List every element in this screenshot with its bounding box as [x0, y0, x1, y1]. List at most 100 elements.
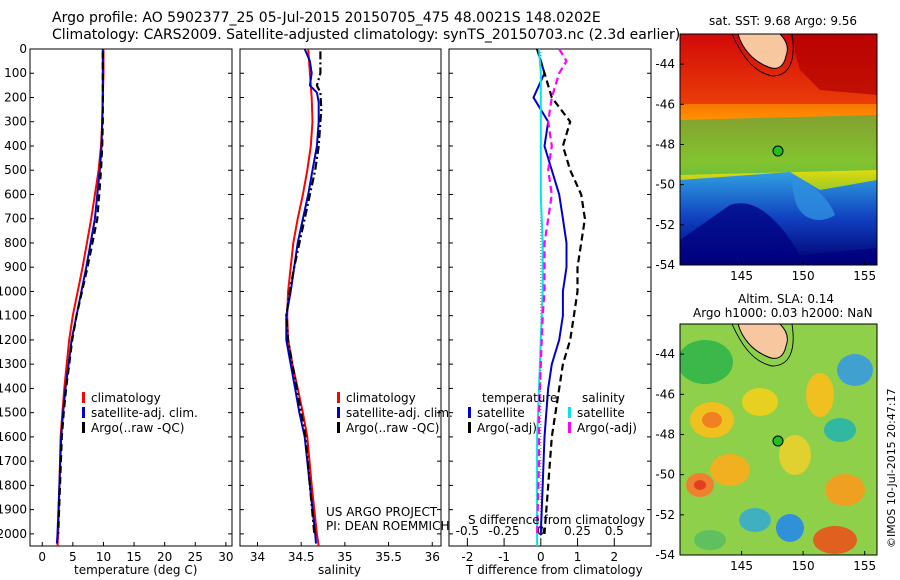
sst-xtick-label: 155	[853, 269, 876, 283]
sal-legend-label: satellite-adj. clim.	[346, 406, 453, 420]
sla-xtick-label: 145	[730, 559, 753, 573]
sla-ytick-label: -48	[655, 427, 675, 441]
temp-legend-item: satellite-adj. clim.	[82, 406, 198, 421]
sla-xtick-label: 155	[853, 559, 876, 573]
depth-tick-label: 2000	[0, 527, 27, 541]
temp-legend-item: Argo(..raw -QC)	[82, 421, 198, 436]
sla-ytick-label: -54	[655, 548, 675, 562]
temp-xtick-label: 25	[188, 550, 203, 564]
sla-map-title-line1: Altim. SLA: 0.14	[738, 292, 835, 306]
legend-swatch	[82, 422, 85, 433]
diff-top-tick-label: -0.25	[489, 524, 520, 538]
sla-xtick-label: 150	[792, 559, 815, 573]
depth-tick-label: 0	[19, 42, 27, 56]
temp-legend-label: satellite-adj. clim.	[91, 406, 198, 420]
sst-map-title: sat. SST: 9.68 Argo: 9.56	[709, 14, 858, 28]
sla-ytick-label: -50	[655, 468, 675, 482]
diff-legend-label: satellite	[577, 406, 625, 420]
sst-ytick-label: -54	[655, 258, 675, 272]
sal-legend-item: Argo(..raw -QC)	[337, 421, 453, 436]
depth-tick-label: 500	[4, 163, 27, 177]
sal-xtick-label: 34.5	[288, 550, 315, 564]
sst-xtick-label: 145	[730, 269, 753, 283]
diff-series-3	[536, 48, 568, 534]
diff-legend-item: satellite	[568, 406, 637, 421]
sst-ytick-label: -46	[655, 97, 675, 111]
depth-tick-label: 1100	[0, 309, 27, 323]
temp-xtick-label: 10	[96, 550, 111, 564]
diff-xtick-label: 1	[574, 550, 582, 564]
depth-tick-label: 300	[4, 115, 27, 129]
legend-swatch	[337, 407, 340, 418]
depth-tick-label: 400	[4, 139, 27, 153]
legend-swatch	[337, 422, 340, 433]
depth-tick-label: 1800	[0, 478, 27, 492]
temp-legend-item: climatology	[82, 391, 198, 406]
diff-legend-label: Argo(-adj)	[477, 421, 537, 435]
sal-xtick-label: 34	[250, 550, 265, 564]
diff-xtick-label: 0	[537, 550, 545, 564]
sla-map-frame	[679, 323, 878, 556]
diff-top-tick-label: -0.5	[456, 524, 479, 538]
sal-series-1	[285, 48, 320, 544]
depth-tick-label: 1200	[0, 333, 27, 347]
sst-ytick-label: -44	[655, 57, 675, 71]
diff-legend-title: temperature	[482, 391, 558, 405]
temp-xtick-label: 5	[69, 550, 77, 564]
diff-top-tick-label: 0.25	[564, 524, 591, 538]
depth-tick-label: 100	[4, 66, 27, 80]
sal-xtick-label: 36	[425, 550, 440, 564]
sal-xtick-label: 35.5	[375, 550, 402, 564]
project-credit: US ARGO PROJECT	[326, 505, 438, 519]
legend-swatch	[568, 407, 571, 418]
temp-xtick-label: 15	[126, 550, 141, 564]
temp-legend-label: Argo(..raw -QC)	[91, 421, 185, 435]
diff-xtick-label: -1	[498, 550, 510, 564]
diff-plot-frame	[448, 48, 652, 547]
legend-swatch	[468, 407, 471, 418]
diff-series-2	[536, 48, 544, 546]
imos-watermark: ©IMOS 10-Jul-2015 20:47:17	[885, 388, 898, 548]
temp-xtick-label: 0	[38, 550, 46, 564]
sal-series-2	[285, 51, 323, 534]
diff-xtick-label: 2	[610, 550, 618, 564]
sal-xtick-label: 35	[337, 550, 352, 564]
diff-series-1	[536, 48, 587, 534]
sal-legend-label: climatology	[346, 391, 416, 405]
depth-tick-label: 900	[4, 260, 27, 274]
temp-series-1	[55, 49, 104, 544]
depth-tick-label: 800	[4, 236, 27, 250]
depth-tick-label: 1600	[0, 430, 27, 444]
depth-tick-label: 1900	[0, 503, 27, 517]
temp-plot-frame	[29, 48, 233, 547]
sst-ytick-label: -52	[655, 218, 675, 232]
diff-legend-item: Argo(-adj)	[468, 421, 557, 436]
diff-top-xlabel: S difference from climatology	[468, 513, 645, 527]
sla-ytick-label: -52	[655, 508, 675, 522]
figure-title-line1: Argo profile: AO 5902377_25 05-Jul-2015 …	[52, 10, 601, 26]
pi-credit: PI: DEAN ROEMMICH	[326, 519, 450, 533]
temp-legend-label: climatology	[91, 391, 161, 405]
legend-swatch	[82, 407, 85, 418]
temp-xlabel: temperature (deg C)	[74, 563, 198, 577]
depth-tick-label: 1500	[0, 406, 27, 420]
sal-plot-frame	[239, 48, 442, 547]
temp-xtick-label: 20	[157, 550, 172, 564]
diff-legend-title: salinity	[582, 391, 626, 405]
sst-ytick-label: -48	[655, 137, 675, 151]
sal-legend-label: Argo(..raw -QC)	[346, 421, 440, 435]
sst-float-marker	[772, 145, 784, 157]
depth-tick-label: 1300	[0, 357, 27, 371]
sst-map-frame	[679, 33, 878, 266]
diff-legend-salinity: salinity satellite Argo(-adj)	[568, 391, 637, 436]
temp-legend: climatology satellite-adj. clim. Argo(..…	[82, 391, 198, 436]
sla-ytick-label: -46	[655, 387, 675, 401]
depth-tick-label: 600	[4, 187, 27, 201]
sal-legend-item: satellite-adj. clim.	[337, 406, 453, 421]
sla-float-marker	[772, 435, 784, 447]
diff-top-tick-label: 0.5	[605, 524, 624, 538]
legend-swatch	[82, 392, 85, 403]
temp-series-2	[57, 51, 104, 534]
depth-tick-label: 1400	[0, 381, 27, 395]
